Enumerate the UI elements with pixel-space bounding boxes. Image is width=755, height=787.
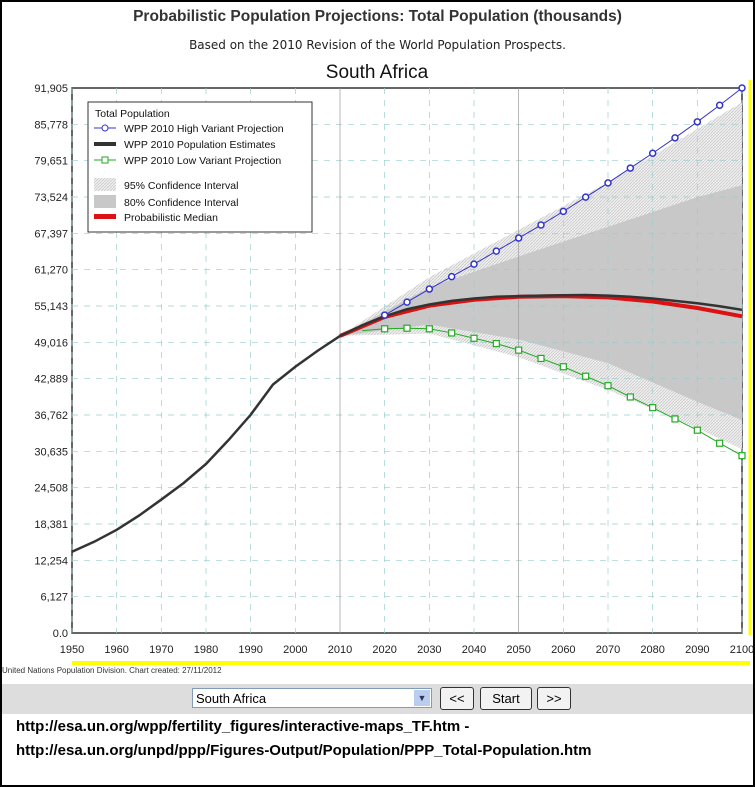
y-tick-label: 18,381 xyxy=(34,519,68,531)
x-tick-label: 1970 xyxy=(149,644,173,656)
legend-swatch-median xyxy=(94,214,116,219)
high-variant-point xyxy=(470,260,478,268)
legend-label: 80% Confidence Interval xyxy=(124,197,238,209)
y-tick-label: 24,508 xyxy=(34,483,68,495)
low-variant-point xyxy=(425,325,433,333)
x-tick-label: 2090 xyxy=(685,644,709,656)
y-tick-label: 85,778 xyxy=(34,119,68,131)
high-variant-point xyxy=(537,221,545,229)
y-tick-label: 6,127 xyxy=(40,592,68,604)
y-tick-label: 42,889 xyxy=(34,374,68,386)
legend-marker-circle xyxy=(101,124,109,132)
high-variant-point xyxy=(604,179,612,187)
low-variant-point xyxy=(649,404,657,412)
high-variant-point xyxy=(715,101,724,109)
legend-title: Total Population xyxy=(95,108,170,120)
legend-marker-square xyxy=(101,156,109,164)
legend-swatch-ci80 xyxy=(94,195,116,208)
x-tick-label: 1960 xyxy=(104,644,128,656)
x-tick-label: 2100 xyxy=(730,644,753,656)
low-variant-point xyxy=(448,329,456,337)
y-tick-label: 79,651 xyxy=(34,156,68,168)
high-variant-point xyxy=(626,164,635,172)
legend-label: Probabilistic Median xyxy=(124,212,218,224)
low-variant-point xyxy=(693,426,701,434)
y-tick-label: 30,635 xyxy=(34,446,68,458)
y-tick-label: 73,524 xyxy=(34,192,68,204)
estimates-line xyxy=(71,293,743,553)
x-tick-label: 2040 xyxy=(462,644,486,656)
low-variant-point xyxy=(626,393,634,401)
y-tick-label: 67,397 xyxy=(34,228,68,240)
low-variant-point xyxy=(716,439,724,447)
next-button[interactable]: >> xyxy=(537,687,571,710)
chart-main-title: Probabilistic Population Projections: To… xyxy=(133,8,622,25)
low-variant-point xyxy=(470,334,478,342)
x-tick-label: 2030 xyxy=(417,644,441,656)
high-variant-point xyxy=(738,84,746,92)
country-select-value: South Africa xyxy=(196,691,267,706)
high-variant-point xyxy=(671,134,679,142)
source-url-2[interactable]: http://esa.un.org/unpd/ppp/Figures-Outpu… xyxy=(16,742,592,759)
y-tick-label: 61,270 xyxy=(34,265,68,277)
legend-swatch-ci95 xyxy=(94,178,116,191)
low-variant-point xyxy=(559,363,567,371)
chevron-down-icon[interactable]: ▼ xyxy=(414,690,430,706)
country-select[interactable]: South Africa ▼ xyxy=(192,688,432,708)
legend-label: 95% Confidence Interval xyxy=(124,180,238,192)
high-variant-point xyxy=(559,207,568,216)
y-tick-label: 49,016 xyxy=(34,337,68,349)
low-variant-point xyxy=(403,324,411,332)
low-variant-point xyxy=(582,372,590,380)
legend-box xyxy=(87,101,313,233)
chart-credit: United Nations Population Division. Char… xyxy=(2,666,222,675)
source-url-1[interactable]: http://esa.un.org/wpp/fertility_figures/… xyxy=(16,718,470,735)
x-tick-label: 1980 xyxy=(194,644,218,656)
low-variant-point xyxy=(515,346,523,354)
y-tick-label: 12,254 xyxy=(34,555,68,567)
chart-subtitle: Based on the 2010 Revision of the World … xyxy=(189,38,566,52)
low-variant-point xyxy=(671,415,679,423)
x-tick-label: 2020 xyxy=(372,644,396,656)
x-tick-label: 2060 xyxy=(551,644,575,656)
high-variant-point xyxy=(648,149,657,158)
legend-label: WPP 2010 Population Estimates xyxy=(124,139,276,151)
low-variant-point xyxy=(537,354,545,363)
x-tick-label: 2000 xyxy=(283,644,307,656)
navigation-bar: South Africa ▼ << Start >> xyxy=(2,684,753,714)
high-variant-point xyxy=(403,298,411,306)
x-tick-label: 2070 xyxy=(596,644,620,656)
x-tick-label: 2010 xyxy=(328,644,352,656)
high-variant-point xyxy=(581,193,590,201)
legend-label: WPP 2010 High Variant Projection xyxy=(124,123,284,135)
legend-label: WPP 2010 Low Variant Projection xyxy=(124,155,281,167)
high-variant-point xyxy=(447,272,456,281)
high-variant-line xyxy=(362,87,743,326)
high-variant-point xyxy=(380,311,389,319)
chart-title: South Africa xyxy=(326,62,429,83)
x-tick-label: 1950 xyxy=(60,644,84,656)
legend-swatch-estimates xyxy=(94,142,116,146)
y-tick-label: 91,905 xyxy=(34,83,68,95)
low-variant-point xyxy=(604,382,612,390)
low-variant-point xyxy=(381,325,389,333)
low-variant-line xyxy=(362,327,743,457)
low-variant-point xyxy=(492,340,500,348)
x-tick-label: 2080 xyxy=(640,644,664,656)
y-tick-label: 36,762 xyxy=(34,410,68,422)
x-tick-label: 2050 xyxy=(506,644,530,656)
high-variant-point xyxy=(693,118,702,126)
high-variant-point xyxy=(492,247,501,255)
previous-button[interactable]: << xyxy=(440,687,474,710)
y-tick-label: 0.0 xyxy=(53,628,68,640)
ci80-band xyxy=(340,185,742,421)
population-chart: South Africa 0.0 6,127 12,254 18,381 24,508 30… xyxy=(34,62,753,665)
low-variant-point xyxy=(738,452,746,460)
y-tick-label: 55,143 xyxy=(34,301,68,313)
high-variant-point xyxy=(514,234,523,242)
high-variant-point xyxy=(425,285,434,293)
start-button[interactable]: Start xyxy=(480,687,532,710)
x-tick-label: 1990 xyxy=(238,644,262,656)
